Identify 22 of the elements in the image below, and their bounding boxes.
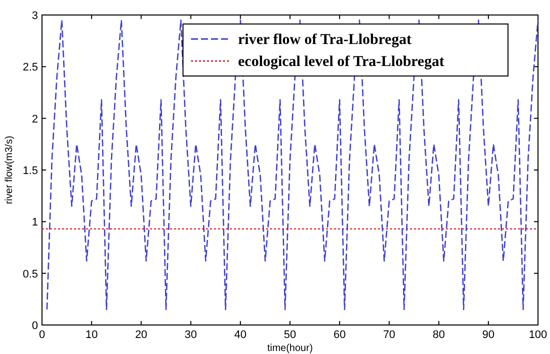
x-tick-label: 30: [184, 329, 197, 341]
x-tick-label: 50: [284, 329, 296, 341]
legend-label: ecological level of Tra-Llobregat: [238, 54, 444, 70]
x-tick-label: 60: [333, 329, 346, 341]
x-tick-label: 70: [383, 329, 396, 341]
y-tick-label: 1: [32, 216, 38, 229]
x-tick-label: 20: [135, 329, 148, 341]
y-axis-title: river flow(m3/s): [4, 136, 15, 204]
x-tick-label: 40: [234, 329, 247, 341]
x-tick-label: 100: [528, 329, 548, 341]
y-tick-label: 2: [32, 113, 38, 126]
x-tick-label: 90: [482, 329, 495, 341]
x-axis-title: time(hour): [267, 343, 313, 354]
x-tick-label: 80: [432, 329, 445, 341]
legend-label: river flow of Tra-Llobregat: [238, 32, 412, 48]
line-series: [46, 20, 539, 310]
y-tick-label: 3: [32, 10, 38, 22]
y-tick-label: 0: [32, 320, 38, 332]
y-tick-label: 1.5: [22, 165, 38, 177]
x-tick-label: 10: [85, 329, 98, 341]
y-tick-label: 0.5: [22, 268, 38, 280]
y-tick-label: 2.5: [22, 62, 38, 74]
